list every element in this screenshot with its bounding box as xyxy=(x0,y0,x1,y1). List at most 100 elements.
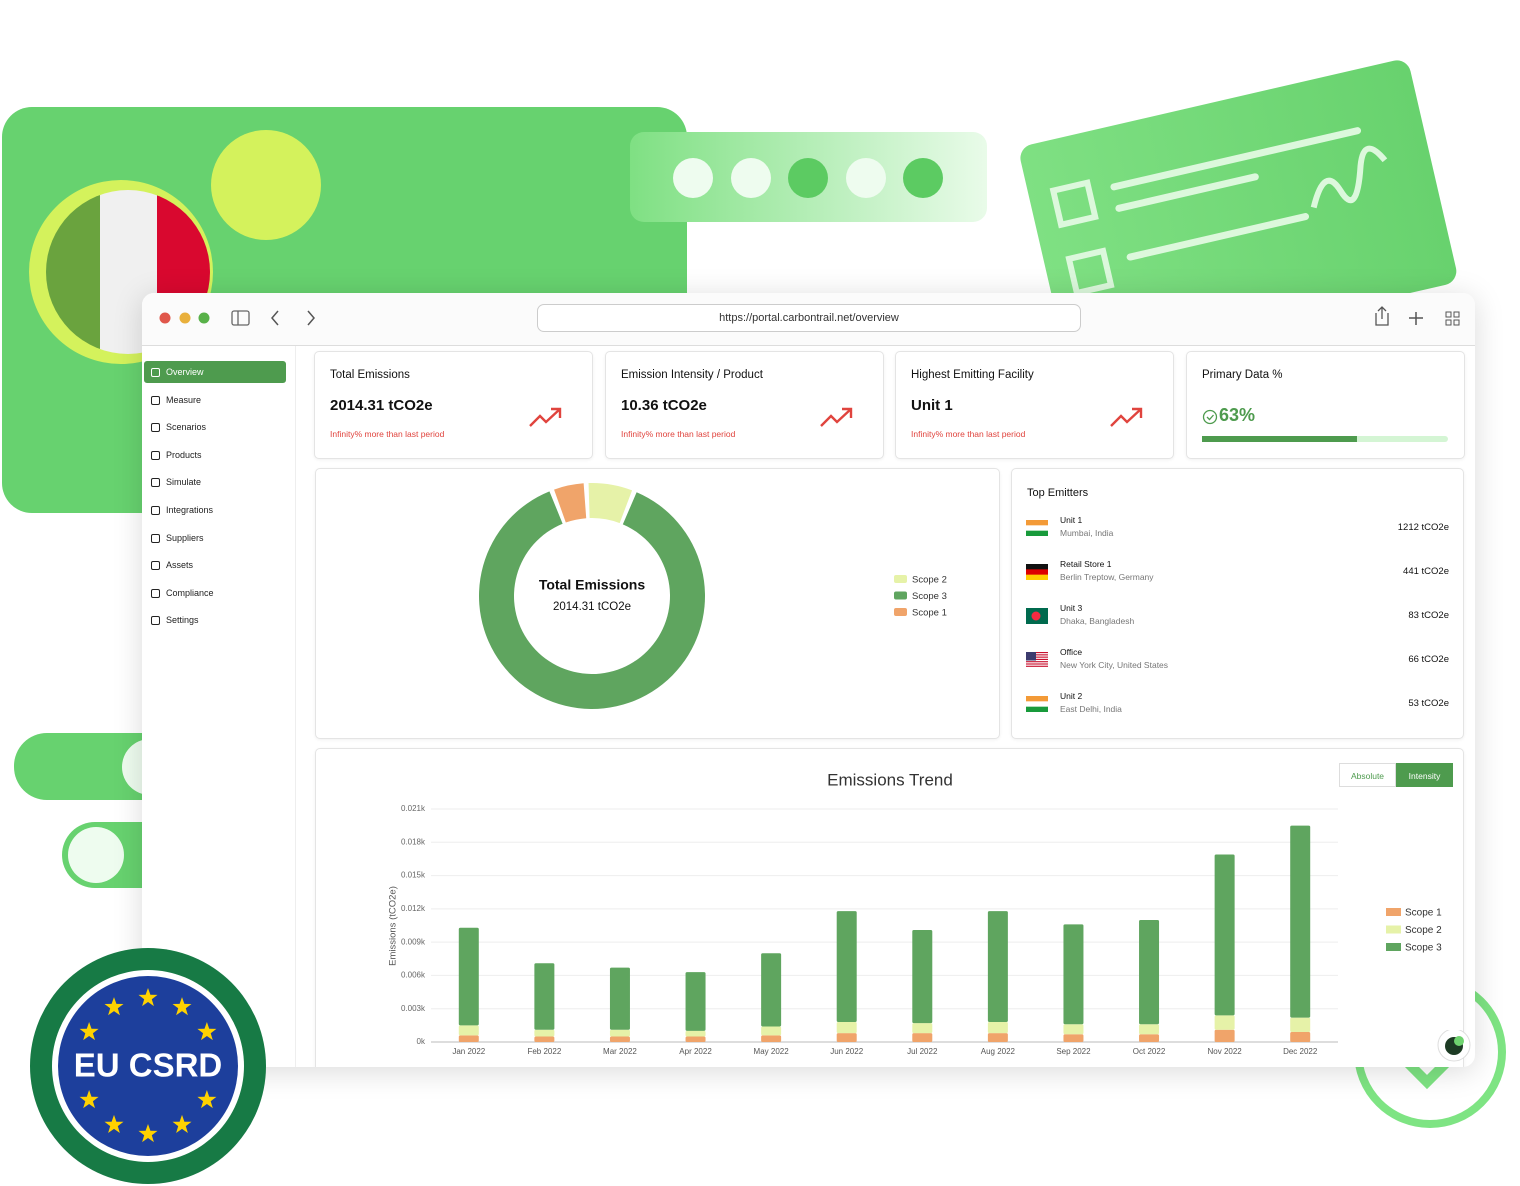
nav-icon xyxy=(151,533,160,543)
y-tick-label: 0.003k xyxy=(401,1004,426,1013)
nav-item[interactable]: Overview xyxy=(144,361,286,383)
nav-item[interactable]: Suppliers xyxy=(144,527,286,549)
bar-segment xyxy=(836,911,857,1023)
kpi-title: Highest Emitting Facility xyxy=(911,369,1034,381)
flag-stripe xyxy=(1026,530,1048,536)
bar-segment xyxy=(458,927,479,1026)
donut-slice xyxy=(588,483,633,524)
nav-item[interactable]: Scenarios xyxy=(144,416,286,438)
kpi-value: 63% xyxy=(1219,405,1256,425)
flag-stripe xyxy=(1026,663,1048,665)
legend-swatch xyxy=(894,591,907,600)
bar-segment xyxy=(534,1036,555,1042)
nav-icon xyxy=(151,423,160,433)
check-icon xyxy=(1202,409,1218,425)
address-bar[interactable]: https://portal.carbontrail.net/overview xyxy=(537,304,1081,332)
flag xyxy=(1026,696,1048,712)
nav-item[interactable]: Measure xyxy=(144,389,286,411)
y-tick-label: 0.009k xyxy=(401,937,426,946)
flag-stripe xyxy=(1026,525,1048,531)
bar-segment xyxy=(609,1036,630,1042)
toggle-button[interactable]: Intensity xyxy=(1396,763,1453,787)
flag-stripe xyxy=(1026,656,1048,658)
flag-stripe xyxy=(1026,701,1048,707)
bar-segment xyxy=(1139,1024,1160,1035)
nav-label: Assets xyxy=(166,560,194,571)
bar-segment xyxy=(1214,1015,1235,1030)
nav-item[interactable]: Settings xyxy=(144,609,286,631)
checklist-card xyxy=(1020,60,1457,369)
flag-canton xyxy=(1026,652,1036,661)
donut-slice xyxy=(554,483,587,523)
nav-item[interactable]: Assets xyxy=(144,554,286,576)
trend-arrow xyxy=(1110,407,1143,427)
sidebar: Overview Measure Scenarios Products Simulate… xyxy=(142,346,296,1067)
donut-center-value: 2014.31 tCO2e xyxy=(553,601,631,613)
donut-chart: Scope 2 Scope 3 Scope 1 Total Emissions 2014… xyxy=(478,483,947,709)
x-tick-label: Dec 2022 xyxy=(1283,1047,1318,1056)
bar-segment xyxy=(1214,1029,1235,1042)
legend-label: Scope 1 xyxy=(1405,908,1442,919)
nav-item[interactable]: Simulate xyxy=(144,471,286,493)
bar-segment xyxy=(1063,1034,1084,1042)
star xyxy=(197,1090,217,1109)
star xyxy=(197,1022,217,1041)
kpi-card: Highest Emitting Facility Unit 1 Infinity%… xyxy=(895,351,1174,459)
emitter-name: Unit 1 xyxy=(1060,515,1083,525)
toggle-button[interactable]: Absolute xyxy=(1339,763,1396,787)
kpi-note: Infinity% more than last period xyxy=(621,429,736,439)
nav-item[interactable]: Products xyxy=(144,444,286,466)
x-tick-label: Nov 2022 xyxy=(1208,1047,1243,1056)
nav-icon xyxy=(151,506,160,515)
bar-segment xyxy=(1139,919,1160,1025)
bar-segment xyxy=(987,1033,1008,1042)
nav-label: Suppliers xyxy=(166,532,204,543)
flag xyxy=(1026,564,1048,580)
bar-segment xyxy=(534,963,555,1030)
bar-segment xyxy=(836,1033,857,1042)
bar-segment xyxy=(1290,1032,1311,1042)
emitter-location: New York City, United States xyxy=(1060,660,1169,670)
donut-center-title: Total Emissions xyxy=(539,577,646,593)
legend-swatch xyxy=(1386,908,1401,916)
nav-item[interactable]: Compliance xyxy=(144,582,286,604)
flag-stripe xyxy=(1026,569,1048,575)
emitter-amount: 53 tCO2e xyxy=(1408,698,1449,709)
y-tick-label: 0.018k xyxy=(401,837,426,846)
bar-segment xyxy=(609,1029,630,1037)
y-axis-label: Emissions (tCO2e) xyxy=(388,886,399,966)
emitter-location: East Delhi, India xyxy=(1060,704,1122,714)
bar-segment xyxy=(685,972,706,1031)
x-tick-label: Jul 2022 xyxy=(907,1047,938,1056)
legend-label: Scope 2 xyxy=(912,575,947,586)
nav-icon xyxy=(151,478,160,488)
nav-label: Products xyxy=(166,449,202,460)
nav-icon xyxy=(151,561,160,571)
star xyxy=(172,997,192,1016)
flag-stripe xyxy=(1026,661,1048,663)
donut-slice xyxy=(478,491,705,709)
bar-segment xyxy=(534,1029,555,1037)
nav-item[interactable]: Integrations xyxy=(144,499,286,521)
bar-segment xyxy=(1063,924,1084,1025)
flag xyxy=(1026,652,1048,667)
legend-label: Scope 3 xyxy=(912,591,947,602)
bar-segment xyxy=(987,1022,1008,1034)
kpi-title: Total Emissions xyxy=(330,369,410,381)
kpi-value: 2014.31 tCO2e xyxy=(330,397,433,414)
bar-segment xyxy=(609,967,630,1030)
x-tick-label: Jun 2022 xyxy=(830,1047,863,1056)
trend-arrow xyxy=(820,407,853,427)
flag-stripe xyxy=(1026,520,1048,526)
emitter-location: Berlin Treptow, Germany xyxy=(1060,572,1154,582)
nav-icon xyxy=(151,368,160,377)
nav-icon xyxy=(151,616,160,626)
legend-label: Scope 1 xyxy=(912,608,947,619)
bar-chart: Emissions Trend Emissions (tCO2e) 0k 0.003k… xyxy=(388,770,1443,1056)
x-tick-label: Mar 2022 xyxy=(603,1047,637,1056)
emitter-name: Office xyxy=(1060,647,1083,657)
legend-swatch xyxy=(1386,943,1401,951)
assistant-button[interactable] xyxy=(1435,1030,1475,1067)
x-tick-label: Apr 2022 xyxy=(679,1047,712,1056)
